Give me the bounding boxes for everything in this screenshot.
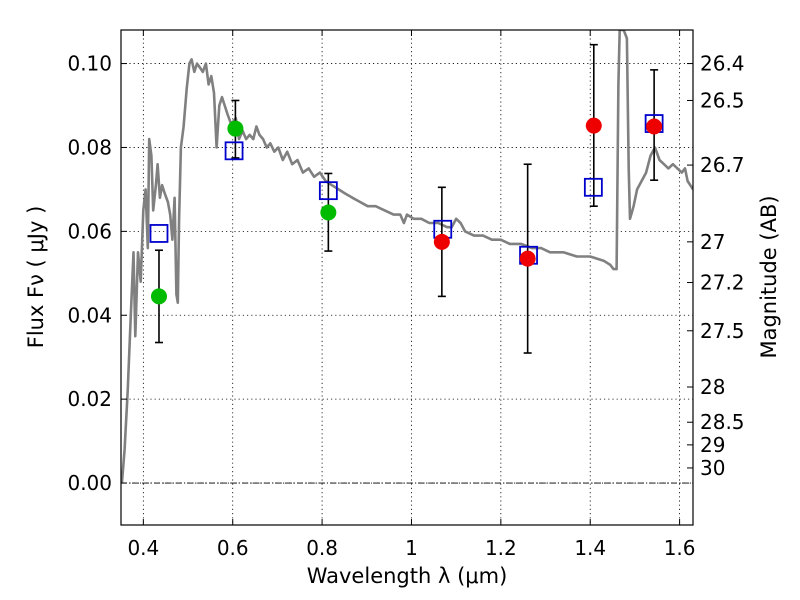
y-tick-label: 0.04 [67, 303, 112, 327]
x-tick-label: 1 [405, 536, 418, 560]
mag-tick-label: 27 [700, 230, 725, 254]
observed-point-red [433, 233, 450, 250]
observed-point-red [646, 118, 663, 135]
x-tick-label: 1.2 [485, 536, 517, 560]
mag-tick-label: 29 [700, 433, 725, 457]
x-tick-label: 0.6 [217, 536, 249, 560]
mag-tick-label: 26.4 [700, 52, 745, 76]
y-tick-label: 0.10 [67, 52, 112, 76]
sed-model-curve [121, 30, 693, 484]
y2-axis-label: Magnitude (AB) [757, 195, 781, 358]
model-photometry-square [149, 224, 169, 243]
model-photometry-square [318, 181, 338, 201]
y-axis-label: Flux Fν ( μJy ) [24, 206, 48, 349]
observed-point-green [320, 204, 337, 221]
mag-tick-label: 27.5 [700, 319, 745, 343]
x-axis-label: Wavelength λ (μm) [307, 564, 508, 588]
y-tick-label: 0.06 [67, 219, 112, 243]
observed-point-green [227, 120, 244, 137]
observed-point-green [150, 288, 167, 305]
mag-tick-label: 26.7 [700, 153, 745, 177]
observed-point-red [519, 250, 536, 267]
x-tick-label: 0.8 [306, 536, 338, 560]
axis-ticks: 0.4 0.6 0.8 1 1.2 1.4 1.6 0.00 0.02 0.04 0.06 0.08 0… [67, 30, 745, 560]
data-markers [149, 43, 664, 354]
mag-tick-label: 26.5 [700, 88, 745, 112]
mag-tick-label: 27.2 [700, 271, 745, 295]
x-tick-label: 1.6 [664, 536, 696, 560]
x-tick-label: 1.4 [574, 536, 606, 560]
y-tick-label: 0.02 [67, 387, 112, 411]
model-photometry-square [583, 177, 603, 197]
model-photometry-square [224, 141, 244, 161]
y-tick-label: 0.00 [67, 471, 112, 495]
x-tick-label: 0.4 [127, 536, 159, 560]
mag-tick-label: 30 [700, 456, 725, 480]
plot-frame [120, 29, 694, 526]
mag-tick-label: 28 [700, 375, 725, 399]
mag-tick-label: 28.5 [700, 410, 745, 434]
y-tick-label: 0.08 [67, 135, 112, 159]
observed-point-red [585, 117, 602, 134]
